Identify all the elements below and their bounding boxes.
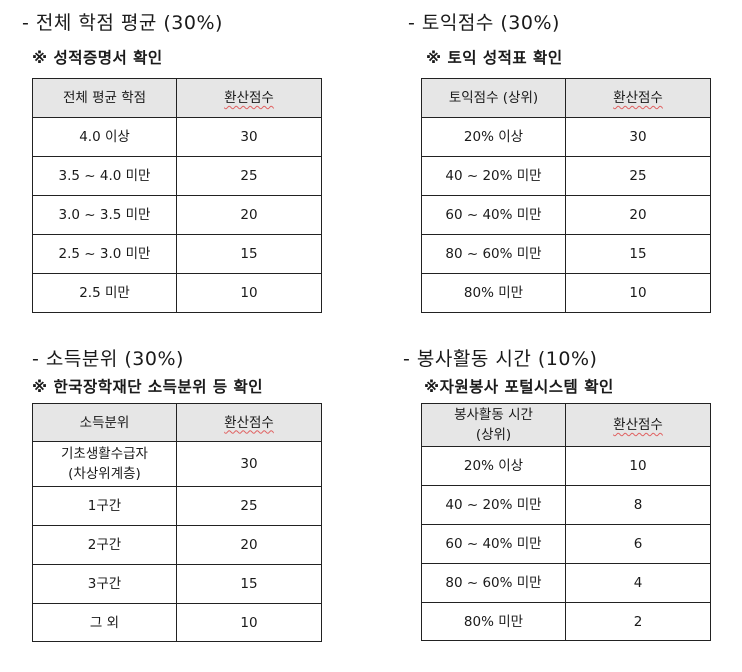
volunteer-table: 봉사활동 시간 (상위) 환산점수 20% 이상 10 40 ~ 20% 미만 … [421,403,711,641]
table-cell: 80% 미만 [421,602,566,641]
income-table: 소득분위 환산점수 기초생활수급자 (차상위계층) 30 1구간 25 2구간 … [32,403,322,642]
toeic-table: 토익점수 (상위) 환산점수 20% 이상 30 40 ~ 20% 미만 25 … [421,78,711,313]
table-header-cell: 환산점수 [565,78,711,118]
table-header-cell: 환산점수 [565,403,711,447]
table-row: 3.0 ~ 3.5 미만 20 [32,195,322,235]
table-row: 20% 이상 30 [421,117,711,157]
table-row: 3.5 ~ 4.0 미만 25 [32,156,322,196]
table-row: 60 ~ 40% 미만 6 [421,524,711,564]
table-row: 80% 미만 10 [421,273,711,313]
table-cell: 1구간 [32,486,177,526]
table-cell: 그 외 [32,603,177,642]
table-header-cell: 소득분위 [32,403,177,442]
table-row: 2.5 미만 10 [32,273,322,313]
table-cell: 10 [176,603,322,642]
table-row: 40 ~ 20% 미만 8 [421,485,711,525]
table-row: 1구간 25 [32,486,322,526]
table-cell: 40 ~ 20% 미만 [421,485,566,525]
table-cell: 20% 이상 [421,446,566,486]
table-cell: 30 [176,117,322,157]
table-cell: 20% 이상 [421,117,566,157]
income-section-title: - 소득분위 (30%) [32,348,184,370]
volunteer-section-title: - 봉사활동 시간 (10%) [403,348,598,370]
header-label: 환산점수 [613,90,663,106]
header-label: 환산점수 [224,414,274,431]
table-cell: 4 [565,563,711,603]
table-cell: 10 [565,273,711,313]
table-header-cell: 환산점수 [176,403,322,442]
table-row: 80% 미만 2 [421,602,711,641]
cell-line: (차상위계층) [68,466,141,482]
table-cell: 4.0 이상 [32,117,177,157]
table-cell: 3구간 [32,564,177,604]
table-cell: 2 [565,602,711,641]
table-row: 4.0 이상 30 [32,117,322,157]
table-cell: 30 [176,441,322,487]
table-header-cell: 토익점수 (상위) [421,78,566,118]
gpa-section-note: ※ 성적증명서 확인 [32,49,163,67]
header-label: 환산점수 [613,417,663,433]
table-row: 80 ~ 60% 미만 15 [421,234,711,274]
table-row: 40 ~ 20% 미만 25 [421,156,711,196]
table-row: 20% 이상 10 [421,446,711,486]
table-cell: 6 [565,524,711,564]
table-cell: 20 [176,525,322,565]
table-row: 2.5 ~ 3.0 미만 15 [32,234,322,274]
cell-line: 기초생활수급자 [61,446,148,462]
toeic-section-title: - 토익점수 (30%) [408,12,560,34]
table-cell: 기초생활수급자 (차상위계층) [32,441,177,487]
table-cell: 60 ~ 40% 미만 [421,195,566,235]
table-cell: 25 [565,156,711,196]
table-cell: 25 [176,486,322,526]
header-line: 봉사활동 시간 [454,407,533,423]
table-header-row: 토익점수 (상위) 환산점수 [421,78,711,118]
table-row: 기초생활수급자 (차상위계층) 30 [32,441,322,487]
table-row: 그 외 10 [32,603,322,642]
table-cell: 8 [565,485,711,525]
table-row: 80 ~ 60% 미만 4 [421,563,711,603]
table-header-cell: 봉사활동 시간 (상위) [421,403,566,447]
table-row: 2구간 20 [32,525,322,565]
table-cell: 2.5 ~ 3.0 미만 [32,234,177,274]
table-cell: 15 [176,564,322,604]
table-cell: 10 [565,446,711,486]
table-cell: 30 [565,117,711,157]
income-section-note: ※ 한국장학재단 소득분위 등 확인 [32,378,264,396]
table-cell: 40 ~ 20% 미만 [421,156,566,196]
table-cell: 80 ~ 60% 미만 [421,563,566,603]
table-cell: 3.0 ~ 3.5 미만 [32,195,177,235]
table-cell: 80% 미만 [421,273,566,313]
table-row: 3구간 15 [32,564,322,604]
table-header-row: 봉사활동 시간 (상위) 환산점수 [421,403,711,447]
table-cell: 60 ~ 40% 미만 [421,524,566,564]
table-cell: 3.5 ~ 4.0 미만 [32,156,177,196]
table-cell: 2.5 미만 [32,273,177,313]
table-cell: 15 [565,234,711,274]
table-cell: 25 [176,156,322,196]
table-cell: 20 [176,195,322,235]
table-cell: 20 [565,195,711,235]
table-cell: 80 ~ 60% 미만 [421,234,566,274]
table-cell: 15 [176,234,322,274]
table-row: 60 ~ 40% 미만 20 [421,195,711,235]
toeic-section-note: ※ 토익 성적표 확인 [426,49,563,67]
volunteer-section-note: ※자원봉사 포털시스템 확인 [424,378,614,396]
header-label: 환산점수 [224,90,274,106]
gpa-section-title: - 전체 학점 평균 (30%) [22,12,223,34]
header-line: (상위) [475,427,512,443]
table-header-cell: 환산점수 [176,78,322,118]
table-header-cell: 전체 평균 학점 [32,78,177,118]
gpa-table: 전체 평균 학점 환산점수 4.0 이상 30 3.5 ~ 4.0 미만 25 … [32,78,322,313]
table-cell: 2구간 [32,525,177,565]
table-header-row: 소득분위 환산점수 [32,403,322,442]
table-cell: 10 [176,273,322,313]
table-header-row: 전체 평균 학점 환산점수 [32,78,322,118]
